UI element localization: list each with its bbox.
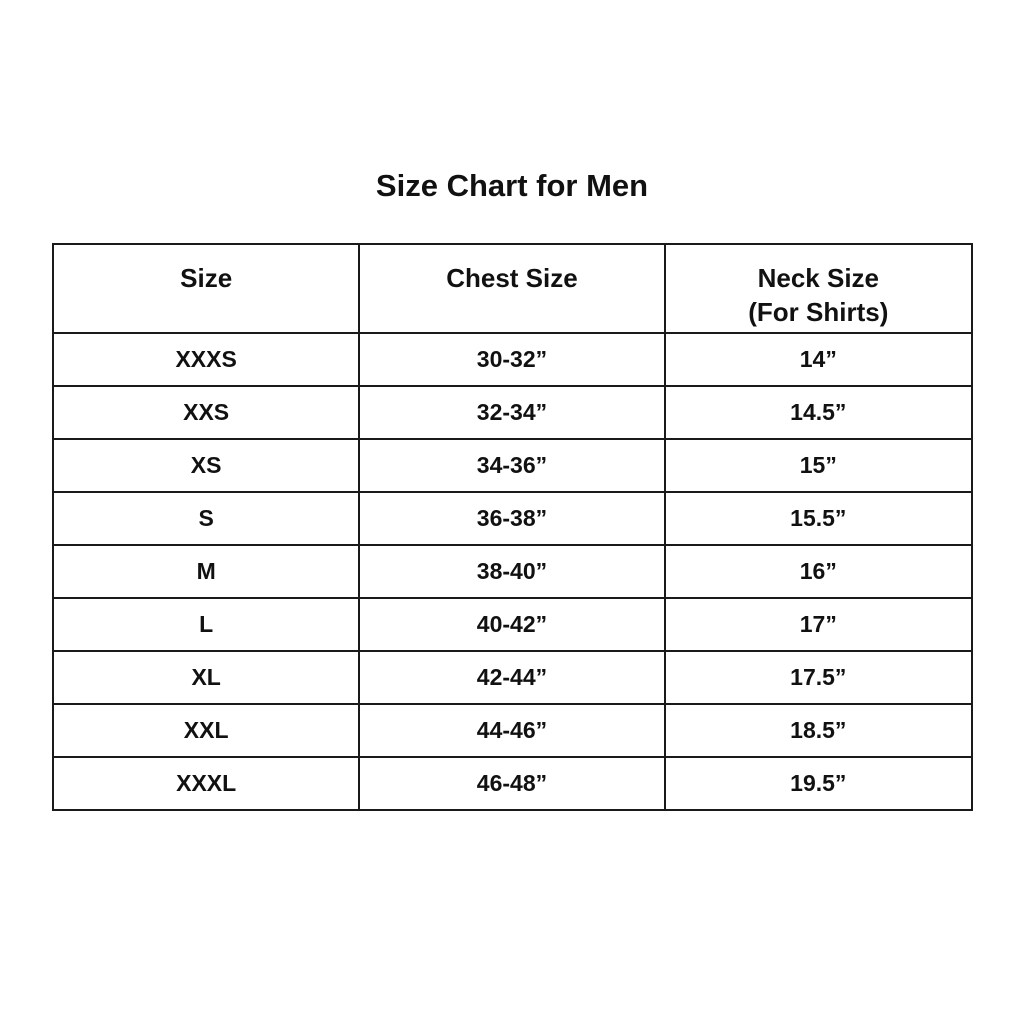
size-cell: L [51, 597, 361, 652]
size-cell: XXS [51, 385, 361, 440]
size-cell: XXL [51, 703, 361, 758]
table-row: XS 34-36” 15” [51, 438, 974, 493]
table-row: L 40-42” 17” [51, 597, 974, 652]
neck-size-cell: 18.5” [663, 703, 974, 758]
size-cell: XXXS [51, 332, 361, 387]
page-title: Size Chart for Men [375, 168, 649, 203]
neck-size-cell: 16” [663, 544, 974, 599]
header-size-label: Size [180, 263, 233, 293]
neck-size-cell: 14” [663, 332, 974, 387]
neck-size-cell: 14.5” [663, 385, 974, 440]
chest-size-cell: 38-40” [358, 544, 666, 599]
size-cell: XXXL [51, 756, 361, 811]
header-neck-size: Neck Size (For Shirts) [663, 243, 974, 334]
chest-size-cell: 42-44” [358, 650, 666, 705]
chest-size-cell: 46-48” [358, 756, 666, 811]
chest-size-cell: 40-42” [358, 597, 666, 652]
chest-size-cell: 44-46” [358, 703, 666, 758]
neck-size-cell: 17” [663, 597, 974, 652]
table-row: S 36-38” 15.5” [51, 491, 974, 546]
header-neck-label: Neck Size [757, 263, 880, 293]
chest-size-cell: 36-38” [358, 491, 666, 546]
neck-size-cell: 17.5” [663, 650, 974, 705]
header-neck-sublabel: (For Shirts) [748, 297, 889, 327]
size-cell: XS [51, 438, 361, 493]
header-chest-size: Chest Size [358, 243, 666, 334]
neck-size-cell: 15” [663, 438, 974, 493]
table-row: XXXL 46-48” 19.5” [51, 756, 974, 811]
size-cell: M [51, 544, 361, 599]
table-row: XXXS 30-32” 14” [51, 332, 974, 387]
neck-size-cell: 15.5” [663, 491, 974, 546]
table-header-row: Size Chest Size Neck Size (For Shirts) [51, 243, 974, 334]
neck-size-cell: 19.5” [663, 756, 974, 811]
table-row: XL 42-44” 17.5” [51, 650, 974, 705]
size-chart-table: Size Chest Size Neck Size (For Shirts) XX… [51, 243, 974, 811]
table-row: XXL 44-46” 18.5” [51, 703, 974, 758]
chest-size-cell: 30-32” [358, 332, 666, 387]
chest-size-cell: 32-34” [358, 385, 666, 440]
size-cell: S [51, 491, 361, 546]
table-row: M 38-40” 16” [51, 544, 974, 599]
chest-size-cell: 34-36” [358, 438, 666, 493]
size-cell: XL [51, 650, 361, 705]
table-row: XXS 32-34” 14.5” [51, 385, 974, 440]
header-size: Size [51, 243, 361, 334]
header-chest-label: Chest Size [446, 263, 578, 293]
